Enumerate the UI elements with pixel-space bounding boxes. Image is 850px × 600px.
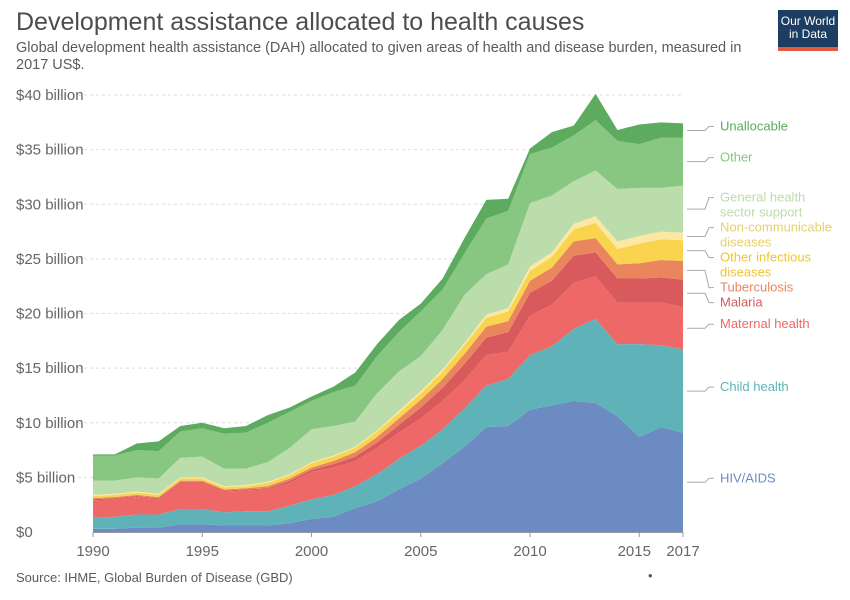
label-connector-child-health <box>687 386 714 392</box>
y-tick-label: $0 <box>16 524 33 541</box>
label-connector-other <box>687 157 714 163</box>
logo-line-1: Our World <box>780 14 836 28</box>
label-connector-other-infectious-diseases <box>687 250 714 259</box>
series-label-general-health-sector-support: sector support <box>720 205 803 220</box>
series-label-general-health-sector-support: General health <box>720 190 805 205</box>
x-tick-label: 2010 <box>513 543 546 560</box>
label-connector-unallocable <box>687 126 714 132</box>
series-label-tuberculosis: Tuberculosis <box>720 280 794 295</box>
x-tick-label: 2015 <box>618 543 651 560</box>
logo-line-2: in Data <box>788 27 828 41</box>
series-label-unallocable: Unallocable <box>720 119 788 134</box>
owid-logo[interactable]: Our World in Data <box>778 10 838 51</box>
label-connector-malaria <box>687 292 714 304</box>
y-tick-label: $25 billion <box>16 251 84 268</box>
area-series-general-health-sector-support[interactable] <box>93 170 683 495</box>
x-tick-label: 2017 <box>666 543 699 560</box>
series-label-non-communicable-diseases: diseases <box>720 235 772 250</box>
chart-title: Development assistance allocated to heal… <box>16 8 585 36</box>
source-note: Source: IHME, Global Burden of Disease (… <box>16 570 293 585</box>
series-label-other-infectious-diseases: diseases <box>720 265 772 280</box>
series-label-other-infectious-diseases: Other infectious <box>720 250 812 265</box>
y-tick-label: $35 billion <box>16 142 84 159</box>
y-tick-label: $20 billion <box>16 306 84 323</box>
area-series-other[interactable] <box>93 120 683 481</box>
area-series-child-health[interactable] <box>93 318 683 529</box>
series-label-non-communicable-diseases: Non-communicable <box>720 220 832 235</box>
area-series-other-infectious-diseases[interactable] <box>93 222 683 499</box>
label-connector-general-health-sector-support <box>687 197 714 210</box>
x-tick-label: 1995 <box>186 543 219 560</box>
label-connector-non-communicable-diseases <box>687 227 714 237</box>
x-tick-label: 2000 <box>295 543 328 560</box>
y-tick-label: $15 billion <box>16 360 84 377</box>
area-series-maternal-health[interactable] <box>93 276 683 518</box>
y-tick-label: $30 billion <box>16 196 84 213</box>
series-label-malaria: Malaria <box>720 295 763 310</box>
label-connector-tuberculosis <box>687 269 714 289</box>
area-series-non-communicable-diseases[interactable] <box>93 216 683 496</box>
series-label-maternal-health: Maternal health <box>720 316 810 331</box>
area-series-hiv-aids[interactable] <box>93 400 683 532</box>
series-label-other: Other <box>720 150 753 165</box>
footer-dot: • <box>648 568 653 583</box>
y-tick-label: $10 billion <box>16 415 84 432</box>
label-connector-hiv-aids <box>687 477 714 483</box>
chart-subtitle: Global development health assistance (DA… <box>16 40 742 73</box>
label-connector-maternal-health <box>687 323 714 329</box>
area-series-tuberculosis[interactable] <box>93 238 683 500</box>
series-label-child-health: Child health <box>720 379 789 394</box>
y-tick-label: $5 billion <box>16 469 75 486</box>
area-series-unallocable[interactable] <box>93 93 683 456</box>
x-tick-label: 1990 <box>76 543 109 560</box>
y-tick-label: $40 billion <box>16 87 84 104</box>
x-tick-label: 2005 <box>404 543 437 560</box>
series-label-hiv-aids: HIV/AIDS <box>720 470 776 485</box>
logo-accent-bar <box>778 47 838 51</box>
